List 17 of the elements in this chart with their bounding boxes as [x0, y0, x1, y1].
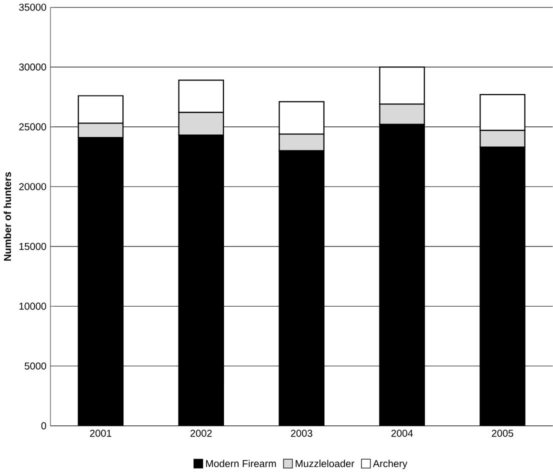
y-tick-label: 35000 — [19, 4, 46, 11]
y-tick-label: 5000 — [24, 362, 46, 370]
x-tick-label: 2004 — [391, 430, 413, 437]
legend-label: Muzzleloader — [296, 460, 354, 468]
x-tick-label: 2001 — [90, 430, 112, 437]
legend-label: Archery — [372, 460, 408, 470]
y-axis-title: Number of hunters — [4, 172, 12, 261]
y-tick-label: 25000 — [19, 123, 46, 130]
y-tick-label: 30000 — [19, 63, 46, 71]
y-tick-label: 10000 — [19, 302, 46, 310]
x-tick-label: 2005 — [492, 430, 514, 437]
y-tick-label: 20000 — [19, 183, 46, 190]
legend-label: Modern Firearm — [206, 460, 276, 468]
y-tick-label: 15000 — [19, 242, 46, 250]
x-tick-label: 2002 — [190, 430, 212, 437]
y-tick-label: 0 — [41, 422, 46, 430]
x-tick-label: 2003 — [290, 430, 312, 437]
